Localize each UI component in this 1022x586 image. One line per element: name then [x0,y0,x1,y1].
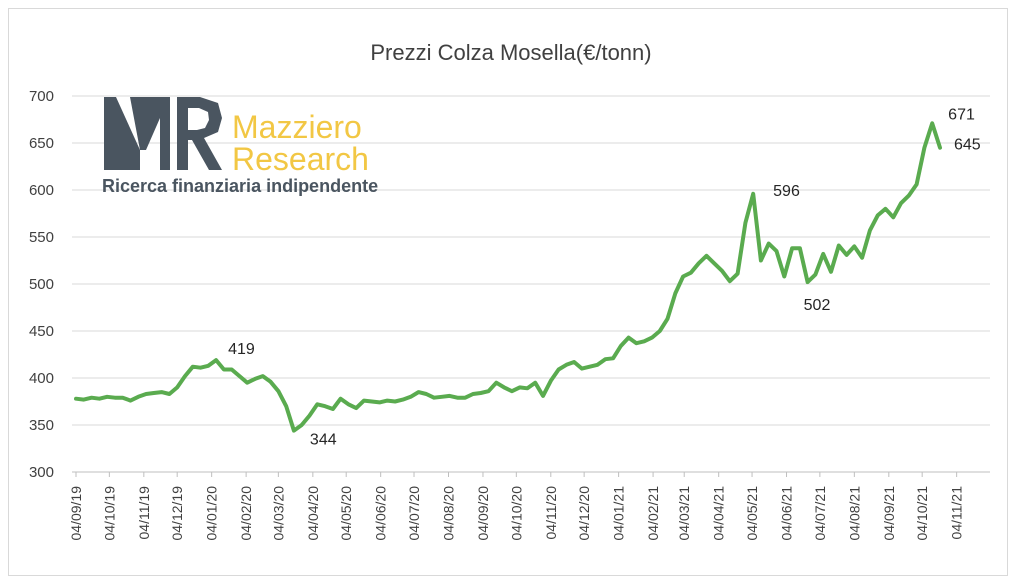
data-label: 344 [310,432,337,449]
data-label: 419 [228,341,255,358]
y-tick-label: 650 [29,135,54,152]
logo-line2: Research [232,141,369,177]
y-axis-ticks: 300 350 400 450 500 550 600 650 700 [29,88,54,481]
x-tick-label: 04/05/20 [338,486,354,541]
x-tick-label: 04/09/19 [68,486,84,541]
x-tick-label: 04/07/21 [812,486,828,541]
x-tick-label: 04/09/20 [475,486,491,541]
x-tick-label: 04/10/20 [508,486,524,541]
x-tick-label: 04/10/21 [914,486,930,541]
y-tick-label: 350 [29,417,54,434]
x-tick-label: 04/08/21 [846,486,862,541]
data-label: 596 [773,183,800,200]
y-tick-label: 400 [29,370,54,387]
x-tick-label: 04/12/20 [576,486,592,541]
x-tick-label: 04/07/20 [406,486,422,541]
data-labels: 419 344 596 502 671 645 [228,106,981,448]
x-tick-label: 04/02/21 [645,486,661,541]
x-tick-label: 04/02/20 [238,486,254,541]
y-tick-label: 550 [29,229,54,246]
logo-line1: Mazziero [232,109,362,145]
mr-logo-mark [104,97,222,170]
x-tick-label: 04/06/20 [373,486,389,541]
x-tick-label: 04/03/20 [270,486,286,541]
data-label: 645 [954,137,981,154]
logo-tagline: Ricerca finanziaria indipendente [102,176,378,196]
x-tick-label: 04/11/20 [543,486,559,540]
x-tick-label: 04/04/20 [305,486,321,541]
y-tick-label: 300 [29,464,54,481]
x-tick-label: 04/04/21 [711,486,727,541]
x-tick-label: 04/09/21 [881,486,897,541]
x-tick-label: 04/12/19 [169,486,185,541]
x-axis-ticks: 04/09/19 04/10/19 04/11/19 04/12/19 04/01/20… [68,472,965,541]
x-tick-label: 04/11/19 [136,486,152,540]
x-tick-label: 04/01/21 [611,486,627,541]
gridlines [72,95,990,473]
x-tick-label: 04/03/21 [676,486,692,541]
series-line [74,121,942,433]
y-tick-label: 600 [29,182,54,199]
chart-title: Prezzi Colza Mosella(€/tonn) [370,40,651,65]
x-tick-label: 04/01/20 [204,486,220,541]
x-tick-label: 04/06/21 [779,486,795,541]
y-tick-label: 700 [29,88,54,105]
x-tick-label: 04/11/21 [949,486,965,540]
chart-frame [8,8,1008,576]
x-tick-label: 04/08/20 [440,486,456,541]
data-label: 671 [948,106,975,123]
x-tick-label: 04/05/21 [744,486,760,541]
data-label: 502 [804,297,831,314]
y-tick-label: 450 [29,323,54,340]
x-tick-label: 04/10/19 [101,486,117,541]
mazziero-research-logo: Mazziero Research Ricerca finanziaria in… [102,97,378,196]
y-tick-label: 500 [29,276,54,293]
